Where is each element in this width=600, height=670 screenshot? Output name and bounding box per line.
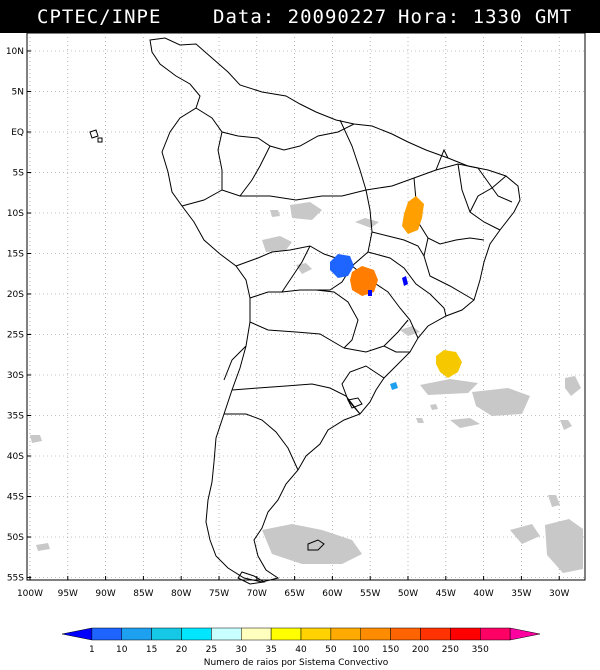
lon-tick-label: 40W [473,589,493,599]
legend-value-label: 20 [176,645,188,655]
legend-color-swatch [360,627,391,641]
legend-value-label: 100 [352,645,369,655]
map-frame [26,32,586,581]
lat-tick-label: 40S [7,452,24,462]
lat-tick-label: 10S [7,209,24,219]
system-orange-tocantins [402,196,424,234]
legend-value-label: 30 [236,645,248,655]
coastline [149,37,521,583]
lat-tick-label: 35S [7,412,24,422]
lon-tick-label: 65W [284,589,304,599]
legend-color-swatch [509,627,541,641]
lon-axis: 100W 95W 90W 85W 80W 75W 70W 65W 60W 55W 50W 45W 40W… [17,576,569,599]
legend-color-swatch [450,627,481,641]
legend-value-label: 10 [116,645,128,655]
lat-tick-label: 5N [12,88,24,98]
lon-tick-label: 85W [133,589,153,599]
lat-tick-label: 55S [7,574,24,584]
legend-color-swatch [480,627,511,641]
lon-tick-label: 80W [171,589,191,599]
system-blue-small-3 [368,290,372,296]
legend-value-label: 40 [295,645,307,655]
lat-axis: 10N 5N EQ 5S 10S 15S 20S 25S 30S 35S 40S 45S 50S 55S [6,47,31,584]
legend-color-swatch [181,627,212,641]
legend-color-swatch [390,627,421,641]
legend-value-label: 15 [146,645,157,655]
legend-color-swatch [270,627,302,641]
source-label: CPTEC/INPE [37,6,162,28]
lon-tick-label: 90W [95,589,115,599]
legend-caption: Numero de raios por Sistema Convectivo [204,658,389,668]
legend-color-swatch [420,627,451,641]
legend-value-label: 150 [382,645,399,655]
legend-value-label: 350 [472,645,489,655]
system-blue-mato-grosso [330,254,354,278]
legend-value-label: 35 [265,645,276,655]
date-label: Data: 20090227 [213,6,388,28]
legend-color-swatch [300,627,332,641]
lat-tick-label: 5S [13,169,25,179]
grid-lines [27,33,585,580]
legend-value-label: 25 [206,645,217,655]
lon-tick-label: 50W [398,589,418,599]
lat-tick-label: 50S [7,533,24,543]
lon-tick-label: 95W [58,589,78,599]
legend-value-label: 200 [412,645,429,655]
legend-color-swatch [211,627,242,641]
convective-systems [330,196,462,390]
lat-tick-label: 30S [7,371,24,381]
lon-tick-label: 70W [247,589,267,599]
legend-color-swatch [121,627,152,641]
lat-tick-label: EQ [11,128,24,138]
system-blue-small-1 [402,276,408,286]
lon-tick-label: 55W [360,589,380,599]
lat-tick-label: 15S [7,250,24,260]
color-legend-labels: 1 10 15 20 25 30 35 40 50 100 150 200 250 350 [89,645,489,655]
legend-color-swatch [91,627,122,641]
lat-tick-label: 10N [6,47,24,57]
legend-color-swatch [61,627,93,641]
lon-tick-label: 60W [322,589,342,599]
legend-value-label: 1 [89,645,95,655]
lon-tick-label: 100W [17,589,43,599]
legend-color-swatch [330,627,361,641]
system-blue-small-2 [390,382,398,390]
legend-color-swatch [241,627,272,641]
system-yellow-south-atlantic [436,350,462,378]
cloud-cover [30,202,583,573]
lat-tick-label: 20S [7,290,24,300]
system-orange-mato-grosso-sul [350,266,378,296]
legend-value-label: 250 [442,645,459,655]
color-legend [61,627,541,641]
lat-tick-label: 45S [7,493,24,503]
lon-tick-label: 35W [511,589,531,599]
legend-value-label: 50 [325,645,337,655]
hour-label: Hora: 1330 GMT [398,6,573,28]
lon-tick-label: 75W [209,589,229,599]
lat-tick-label: 25S [7,331,24,341]
title-bar: CPTEC/INPE Data: 20090227 Hora: 1330 GMT [0,0,600,33]
lon-tick-label: 30W [549,589,569,599]
islands [89,129,363,585]
lon-tick-label: 45W [436,589,456,599]
legend-color-swatch [151,627,182,641]
